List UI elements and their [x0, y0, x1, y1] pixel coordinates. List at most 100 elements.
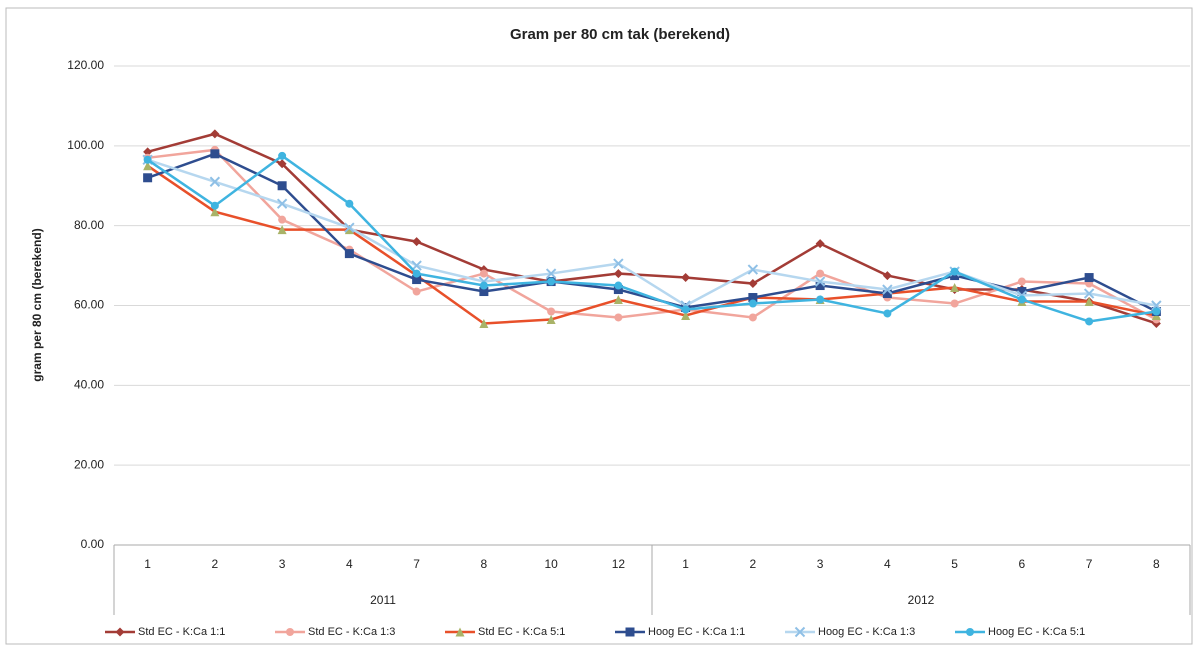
- chart-frame: [5, 7, 1193, 645]
- marker: [613, 295, 623, 305]
- marker: [277, 225, 287, 235]
- y-tick-label: 100.00: [67, 138, 104, 152]
- marker: [1085, 317, 1094, 326]
- y-axis-label: gram per 80 cm (berekend): [30, 228, 44, 381]
- x-tick-label: 7: [1086, 557, 1093, 571]
- marker: [613, 269, 623, 279]
- x-tick-label: 5: [951, 557, 958, 571]
- marker: [276, 198, 288, 209]
- legend-label: Std EC - K:Ca 1:3: [308, 626, 395, 638]
- marker: [882, 289, 892, 299]
- marker: [816, 269, 825, 278]
- marker: [950, 283, 960, 293]
- marker: [882, 284, 893, 295]
- x-tick-label: 1: [682, 557, 689, 571]
- marker: [277, 159, 287, 169]
- marker: [747, 264, 759, 275]
- marker: [613, 258, 624, 269]
- marker: [412, 287, 421, 296]
- marker: [412, 275, 422, 285]
- marker: [950, 267, 959, 276]
- marker: [278, 215, 287, 224]
- marker: [479, 281, 488, 290]
- marker: [210, 201, 219, 210]
- marker: [882, 271, 892, 281]
- y-tick-label: 40.00: [74, 378, 104, 392]
- marker: [210, 149, 220, 159]
- legend-label: Std EC - K:Ca 5:1: [478, 626, 565, 638]
- legend-label: Hoog EC - K:Ca 1:1: [648, 626, 745, 638]
- marker: [816, 295, 825, 304]
- series-line: [146, 154, 1157, 323]
- x-tick-label: 10: [544, 557, 558, 571]
- marker: [1083, 288, 1095, 299]
- marker: [344, 225, 354, 235]
- marker: [1017, 295, 1026, 304]
- marker: [278, 151, 287, 160]
- marker: [412, 237, 422, 247]
- marker: [815, 239, 825, 249]
- series-line: [147, 132, 1157, 325]
- y-tick-label: 80.00: [74, 218, 104, 232]
- x-tick-label: 2: [212, 557, 219, 571]
- marker: [479, 287, 489, 297]
- marker: [794, 626, 806, 638]
- y-tick-label: 120.00: [67, 58, 104, 72]
- legend-label: Std EC - K:Ca 1:1: [138, 626, 225, 638]
- marker: [748, 299, 757, 308]
- y-tick-label: 20.00: [74, 457, 104, 471]
- marker: [681, 310, 691, 320]
- x-tick-label: 6: [1019, 557, 1026, 571]
- series-line: [146, 164, 1157, 325]
- marker: [1017, 287, 1027, 297]
- marker: [546, 314, 556, 324]
- marker: [1151, 300, 1162, 311]
- marker: [545, 268, 557, 279]
- marker: [277, 181, 287, 191]
- chart-title: Gram per 80 cm tak (berekend): [510, 26, 730, 43]
- marker: [950, 299, 959, 308]
- marker: [547, 277, 556, 286]
- x-tick-label: 8: [1153, 557, 1160, 571]
- marker: [547, 307, 556, 316]
- marker: [748, 313, 757, 322]
- marker: [286, 628, 294, 636]
- marker: [344, 222, 355, 233]
- x-group-label: 2011: [370, 593, 396, 607]
- marker: [883, 309, 892, 318]
- marker: [411, 260, 422, 271]
- marker: [479, 318, 489, 328]
- x-tick-label: 4: [346, 557, 353, 571]
- marker: [210, 207, 220, 217]
- legend-label: Hoog EC - K:Ca 1:3: [818, 626, 915, 638]
- x-tick-label: 1: [144, 557, 151, 571]
- series-line: [147, 148, 1157, 321]
- series-line: [147, 158, 1157, 307]
- marker: [681, 273, 691, 283]
- y-tick-label: 0.00: [81, 537, 105, 551]
- marker: [625, 627, 635, 637]
- x-tick-label: 12: [612, 557, 626, 571]
- marker: [412, 269, 421, 278]
- marker: [345, 199, 354, 208]
- x-tick-label: 2: [750, 557, 757, 571]
- x-tick-label: 3: [279, 557, 286, 571]
- x-tick-label: 4: [884, 557, 891, 571]
- marker: [209, 176, 221, 187]
- marker: [344, 249, 354, 259]
- marker: [748, 293, 758, 303]
- x-tick-label: 7: [413, 557, 420, 571]
- marker: [143, 173, 153, 183]
- marker: [1084, 273, 1094, 283]
- marker: [814, 276, 826, 287]
- legend-label: Hoog EC - K:Ca 5:1: [988, 626, 1085, 638]
- x-tick-label: 8: [481, 557, 488, 571]
- marker: [614, 313, 623, 322]
- x-tick-label: 3: [817, 557, 824, 571]
- x-group-label: 2012: [908, 593, 935, 607]
- marker: [1084, 297, 1094, 307]
- marker: [115, 627, 125, 637]
- marker: [681, 305, 690, 314]
- y-tick-label: 60.00: [74, 298, 104, 312]
